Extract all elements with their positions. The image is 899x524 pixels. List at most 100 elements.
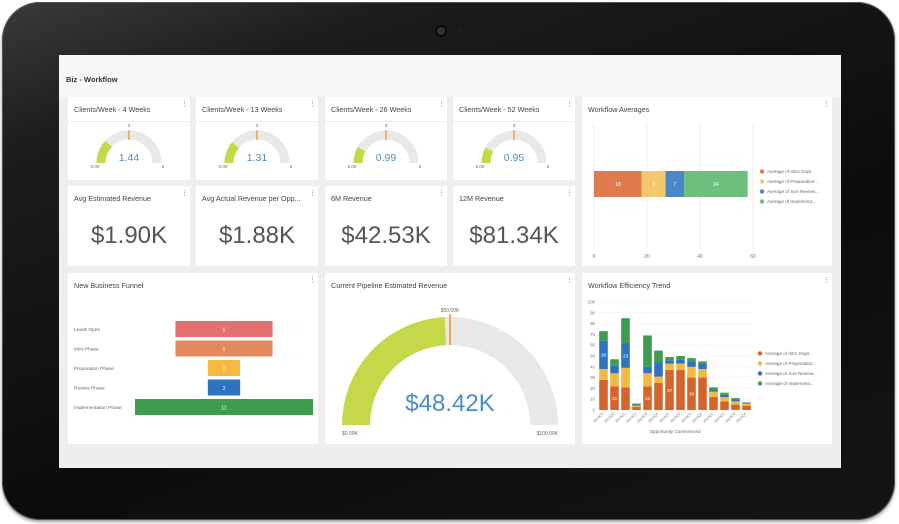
more-options-icon[interactable]: ⋮ [823, 277, 830, 284]
x-tick-label: 2015Q4 [603, 412, 615, 424]
stacked-column-segment [632, 404, 641, 406]
funnel-category-label: Implementation Phase [74, 405, 122, 411]
card-divider [68, 121, 190, 122]
stacked-column-segment [687, 377, 696, 410]
gauge-fill [224, 142, 240, 164]
stacked-column-segment [599, 379, 608, 410]
workflow-efficiency-card[interactable]: Workflow Efficiency Trend ⋮ 0 10 20 30 40 50 6… [582, 273, 832, 444]
stacked-column-segment [654, 383, 663, 410]
legend-marker [759, 199, 765, 204]
more-options-icon[interactable]: ⋮ [566, 277, 573, 284]
gauge-target-label: 3 [128, 123, 131, 128]
kpi-card-12m-revenue[interactable]: 12M Revenue ⋮ $81.34K [453, 186, 575, 266]
more-options-icon[interactable]: ⋮ [181, 190, 188, 197]
more-options-icon[interactable]: ⋮ [309, 277, 316, 284]
stacked-column-segment [632, 405, 641, 407]
legend-label: Average of Intro Days [767, 169, 812, 174]
gauge-value: 1.31 [247, 152, 268, 164]
more-options-icon[interactable]: ⋮ [309, 101, 316, 108]
bar-value-label: 24 [713, 182, 719, 188]
column-value-label: 30 [689, 392, 695, 397]
stacked-column-segment [599, 368, 608, 380]
stacked-bar-segment [594, 171, 642, 197]
legend-marker [757, 351, 763, 356]
stacked-column-segment [742, 405, 751, 410]
kpi-card-title: 12M Revenue [459, 194, 504, 203]
card-divider [325, 121, 447, 122]
stacked-column-segment [698, 368, 707, 378]
gauge-target-label: 3 [256, 123, 259, 128]
stacked-column-segment [632, 403, 641, 405]
legend-label: Average of Implement... [765, 381, 814, 386]
stacked-column-segment [731, 404, 740, 410]
stacked-column-segment [665, 357, 674, 361]
more-options-icon[interactable]: ⋮ [309, 190, 316, 197]
kpi-card-avg-estimated-revenue[interactable]: Avg Estimated Revenue ⋮ $1.90K [68, 186, 190, 266]
gauge-card-52-weeks[interactable]: Clients/Week - 52 Weeks ⋮ 3 0.00 6 0.95 [453, 97, 575, 180]
column-value-label: 26 [601, 353, 607, 358]
more-options-icon[interactable]: ⋮ [438, 101, 445, 108]
kpi-value: $1.90K [90, 222, 168, 249]
kpi-value: $1.88K [218, 222, 296, 249]
workflow-averages-card[interactable]: Workflow Averages ⋮ 0 20 40 60 18 Average of … [582, 97, 832, 266]
stacked-column-segment [676, 356, 685, 360]
funnel-bar [207, 360, 241, 376]
funnel-bar [175, 340, 273, 357]
gauge-card-4-weeks[interactable]: Clients/Week - 4 Weeks ⋮ 3 0.00 6 1.44 [68, 97, 190, 180]
gauge-chart: 3 0.00 6 0.95 [476, 123, 550, 169]
stacked-column-segment [621, 318, 630, 344]
kpi-value: $81.34K [469, 222, 559, 249]
stacked-column-segment [621, 367, 630, 388]
stacked-column-segment [599, 331, 608, 341]
gauge-card-title: Clients/Week - 26 Weeks [331, 105, 412, 114]
gauge-card-26-weeks[interactable]: Clients/Week - 26 Weeks ⋮ 3 0.00 6 0.99 [325, 97, 447, 180]
kpi-card-6m-revenue[interactable]: 6M Revenue ⋮ $42.53K [325, 186, 447, 266]
legend-label: Average of Preparation... [767, 179, 818, 184]
workflow-averages-chart: 0 20 40 60 18 Average of Intro Days 9 Average o… [593, 125, 819, 260]
workflow-averages-title: Workflow Averages [588, 105, 650, 114]
more-options-icon[interactable]: ⋮ [566, 101, 573, 108]
gauge-card-13-weeks[interactable]: Clients/Week - 13 Weeks ⋮ 3 0.00 6 1.31 [196, 97, 318, 180]
gauge-max-label: 6 [162, 164, 165, 169]
pipeline-gauge-fill [342, 317, 447, 426]
legend-marker [759, 189, 765, 194]
funnel-value-label: 6 [223, 328, 226, 334]
stacked-column-segment [720, 401, 729, 410]
stacked-bar-segment [641, 171, 666, 197]
funnel-title: New Business Funnel [74, 281, 144, 290]
more-options-icon[interactable]: ⋮ [566, 190, 573, 197]
x-tick-label: 40 [697, 254, 703, 260]
more-options-icon[interactable]: ⋮ [438, 190, 445, 197]
column-value-label: 23 [623, 353, 629, 358]
gauge-target-label: 3 [513, 123, 516, 128]
stacked-column-segment [720, 394, 729, 398]
stacked-column-segment [665, 360, 674, 364]
stacked-column-segment [720, 392, 729, 395]
gauge-max-label: 6 [419, 164, 422, 169]
stacked-column-segment [610, 359, 619, 366]
x-axis-title: Opportunity Commenced [649, 429, 701, 434]
legend-label: Average of Preparation... [765, 361, 816, 366]
y-tick-label: 90 [590, 310, 595, 315]
y-tick-label: 70 [590, 332, 595, 337]
stacked-bar-segment [665, 171, 685, 197]
stacked-column-segment [676, 370, 685, 410]
legend-marker [757, 371, 763, 376]
more-options-icon[interactable]: ⋮ [823, 101, 830, 108]
gauge-fill [96, 140, 113, 164]
y-tick-label: 20 [590, 386, 595, 391]
gauge-fill [481, 147, 494, 164]
dashboard-header: Biz - Workflow [59, 55, 841, 97]
gauge-min-label: 0.00 [91, 164, 100, 169]
x-tick-label: 0 [593, 254, 596, 260]
more-options-icon[interactable]: ⋮ [181, 101, 188, 108]
legend-label: Average of SoA Review... [767, 189, 819, 194]
pipeline-value: $48.42K [405, 390, 494, 417]
gauge-max-label: 6 [290, 164, 293, 169]
kpi-card-avg-actual-revenue[interactable]: Avg Actual Revenue per Opp... ⋮ $1.88K [196, 186, 318, 266]
pipeline-revenue-card[interactable]: Current Pipeline Estimated Revenue ⋮ $50… [325, 273, 575, 444]
new-business-funnel-card[interactable]: New Business Funnel ⋮ 6 Leads Open 6 Intro … [68, 273, 318, 444]
gauge-card-title: Clients/Week - 4 Weeks [74, 105, 151, 114]
x-tick-label: 2016Q2 [713, 412, 725, 424]
stacked-column-segment [698, 377, 707, 410]
